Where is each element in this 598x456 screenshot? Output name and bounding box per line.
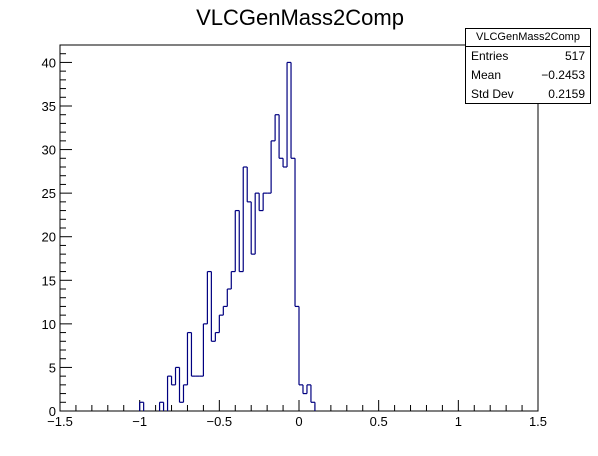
y-tick-label: 25 <box>42 186 56 201</box>
x-tick-label: 0 <box>295 414 302 429</box>
stats-entries-row: Entries 517 <box>466 47 590 66</box>
stats-title: VLCGenMass2Comp <box>466 29 590 47</box>
stats-stddev-label: Std Dev <box>471 87 514 101</box>
stats-box: VLCGenMass2Comp Entries 517 Mean −0.2453… <box>465 28 591 104</box>
stats-mean-row: Mean −0.2453 <box>466 66 590 85</box>
stats-entries-label: Entries <box>471 49 509 63</box>
y-tick-label: 0 <box>49 404 56 419</box>
stats-mean-label: Mean <box>471 68 502 82</box>
histogram-bins <box>139 61 316 411</box>
x-tick-label: 1 <box>455 414 462 429</box>
y-tick-label: 30 <box>42 143 56 158</box>
chart-title: VLCGenMass2Comp <box>196 5 404 30</box>
y-tick-label: 15 <box>42 273 56 288</box>
y-axis: 0 5 10 15 20 25 30 35 40 <box>42 44 72 419</box>
y-tick-label: 40 <box>42 55 56 70</box>
x-tick-label: −0.5 <box>206 414 232 429</box>
y-tick-label: 10 <box>42 317 56 332</box>
stats-entries-value: 517 <box>564 49 585 63</box>
x-tick-label: −1.5 <box>47 414 73 429</box>
stats-mean-value: −0.2453 <box>541 68 585 82</box>
stats-stddev-value: 0.2159 <box>548 87 585 101</box>
x-tick-label: 1.5 <box>529 414 547 429</box>
x-tick-label: −1 <box>132 414 147 429</box>
y-tick-label: 35 <box>42 99 56 114</box>
y-tick-label: 20 <box>42 230 56 245</box>
y-tick-label: 5 <box>49 360 56 375</box>
stats-stddev-row: Std Dev 0.2159 <box>466 85 590 104</box>
x-tick-label: 0.5 <box>370 414 388 429</box>
